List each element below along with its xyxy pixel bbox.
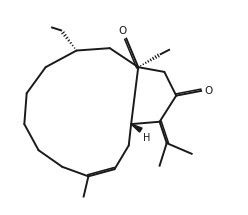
Text: O: O xyxy=(204,86,212,96)
Polygon shape xyxy=(131,124,142,132)
Text: O: O xyxy=(119,26,127,36)
Text: H: H xyxy=(143,133,151,143)
